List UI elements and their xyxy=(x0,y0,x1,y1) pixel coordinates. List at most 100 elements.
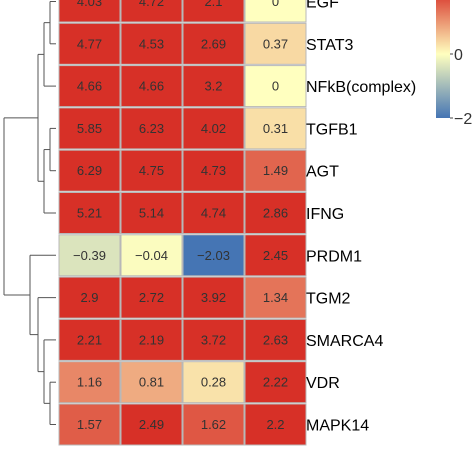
cell-value-label: 6.29 xyxy=(77,163,102,178)
heatmap-cell xyxy=(244,192,307,234)
heatmap-cell xyxy=(120,276,183,319)
cell-value-label: 2.2 xyxy=(266,417,284,432)
cell-value-label: 2.86 xyxy=(263,206,288,221)
cell-value-label: 0.81 xyxy=(139,375,164,390)
heatmap-cell xyxy=(120,149,183,192)
row-dendrogram xyxy=(3,1,56,425)
heatmap-cell xyxy=(182,149,245,192)
heatmap-cell xyxy=(244,0,307,23)
heatmap-cell xyxy=(58,276,121,319)
cell-value-label: 4.02 xyxy=(201,121,226,136)
legend-tick-label: 0 xyxy=(454,47,463,64)
cell-value-label: 5.85 xyxy=(77,121,102,136)
cell-value-label: 2.49 xyxy=(139,417,164,432)
cell-value-label: 4.74 xyxy=(201,206,226,221)
cell-value-label: 4.77 xyxy=(77,36,102,51)
heatmap-cell xyxy=(244,65,307,108)
cell-value-label: 4.66 xyxy=(77,79,102,94)
legend-tick-label: −2 xyxy=(454,111,472,128)
cell-value-label: 2.21 xyxy=(77,332,102,347)
cell-value-label: 2.63 xyxy=(263,332,288,347)
cell-value-label: 1.34 xyxy=(263,290,288,305)
heatmap-cell xyxy=(244,403,307,446)
row-label: EGF xyxy=(306,0,339,12)
cell-value-label: 2.72 xyxy=(139,290,164,305)
cell-value-label: 0.37 xyxy=(263,36,288,51)
row-label: PRDM1 xyxy=(306,248,362,265)
heatmap-cell xyxy=(120,234,183,277)
heatmap-cell xyxy=(182,234,245,277)
cell-value-label: 4.72 xyxy=(139,0,164,9)
cell-value-label: 4.66 xyxy=(139,79,164,94)
heatmap-cell xyxy=(182,361,245,404)
cell-value-label: 5.21 xyxy=(77,206,102,221)
heatmap-cell xyxy=(244,318,307,361)
heatmap-cell xyxy=(244,22,307,65)
heatmap-cell xyxy=(58,361,121,404)
heatmap-cell xyxy=(58,149,121,192)
heatmap-cell xyxy=(182,65,245,108)
cell-value-label: 0 xyxy=(272,0,279,9)
cell-value-label: 4.03 xyxy=(77,0,102,9)
cell-value-label: 4.75 xyxy=(139,163,164,178)
color-legend: 20−2 xyxy=(436,0,472,128)
heatmap-cell xyxy=(182,192,245,234)
row-label: SMARCA4 xyxy=(306,333,383,350)
row-label: TGFB1 xyxy=(306,121,358,138)
cell-value-label: 2.9 xyxy=(80,290,98,305)
cell-value-label: 1.57 xyxy=(77,417,102,432)
heatmap-cell xyxy=(120,192,183,234)
heatmap-cell xyxy=(244,107,307,150)
heatmap-cell xyxy=(120,65,183,108)
heatmap-cell xyxy=(182,403,245,446)
heatmap-cell xyxy=(120,107,183,150)
heatmap-cell xyxy=(58,107,121,150)
heatmap-cell xyxy=(120,22,183,65)
row-label: NFkB(complex) xyxy=(306,79,416,96)
row-label: MAPK14 xyxy=(306,418,369,435)
heatmap-cell xyxy=(244,361,307,404)
cell-value-label: −2.03 xyxy=(197,248,230,263)
heatmap-cells: 4.03 4.72 2.1 0 4.77 4.53 2.69 0.37 4.66 4.66 3.2 0… xyxy=(58,0,307,446)
cell-value-label: 0 xyxy=(272,79,279,94)
heatmap-cell xyxy=(58,234,121,277)
heatmap-cell xyxy=(182,22,245,65)
heatmap-cell xyxy=(182,276,245,319)
cell-value-label: 2.19 xyxy=(139,332,164,347)
heatmap-cell xyxy=(182,318,245,361)
heatmap-cell xyxy=(58,403,121,446)
legend-color-bar xyxy=(436,0,450,118)
row-label: IFNG xyxy=(306,206,344,223)
heatmap-cell xyxy=(244,149,307,192)
row-label: TGM2 xyxy=(306,291,351,308)
cell-value-label: 1.16 xyxy=(77,375,102,390)
heatmap-cell xyxy=(182,0,245,23)
cell-value-label: 2.69 xyxy=(201,36,226,51)
row-labels: EGF STAT3 NFkB(complex) TGFB1 AGT IFNG PRDM1 TG… xyxy=(306,0,416,435)
heatmap-cell xyxy=(120,318,183,361)
cell-value-label: 4.53 xyxy=(139,36,164,51)
row-label: VDR xyxy=(306,375,340,392)
row-label: AGT xyxy=(306,164,339,181)
cell-value-label: 3.92 xyxy=(201,290,226,305)
cell-value-label: 0.28 xyxy=(201,375,226,390)
cell-value-label: 1.49 xyxy=(263,163,288,178)
cell-value-label: 0.31 xyxy=(263,121,288,136)
heatmap-cell xyxy=(120,0,183,23)
heatmap-cell xyxy=(58,192,121,234)
heatmap-cell xyxy=(58,65,121,108)
heatmap-cell xyxy=(120,403,183,446)
heatmap-cell xyxy=(120,361,183,404)
cell-value-label: −0.39 xyxy=(73,248,106,263)
cell-value-label: 2.45 xyxy=(263,248,288,263)
heatmap-cell xyxy=(58,22,121,65)
heatmap-cell xyxy=(244,234,307,277)
heatmap-cell xyxy=(58,0,121,23)
cell-value-label: 5.14 xyxy=(139,206,164,221)
heatmap-cell xyxy=(58,318,121,361)
cell-value-label: −0.04 xyxy=(135,248,168,263)
cell-value-label: 4.73 xyxy=(201,163,226,178)
cell-value-label: 1.62 xyxy=(201,417,226,432)
heatmap-cell xyxy=(244,276,307,319)
